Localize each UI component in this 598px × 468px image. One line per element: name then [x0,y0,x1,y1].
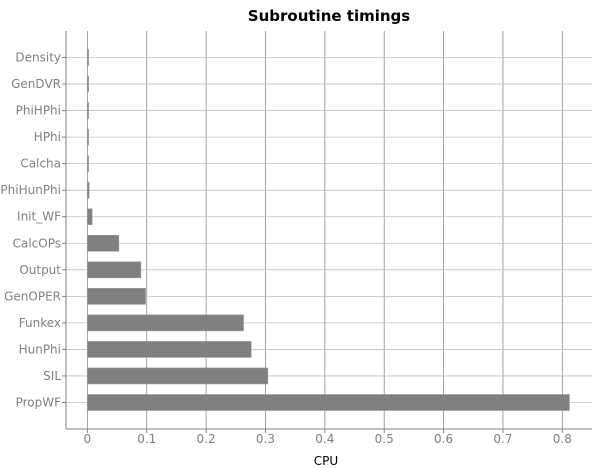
y-tick-label: GenOPER [4,289,61,303]
bar-funkex [87,314,244,332]
bar-density [87,49,89,66]
y-tick-label: Calcha [20,157,61,171]
bar-gendvr [87,75,89,93]
x-tick-label: 0 [84,432,92,446]
y-tick-label: Output [19,263,61,277]
chart-title: Subroutine timings [248,7,410,25]
x-tick-label: 0.1 [137,432,156,446]
bar-phihunphi [87,181,90,199]
x-axis-label: CPU [314,454,338,468]
bar-init-wf [87,208,93,226]
x-tick-label: 0.4 [315,432,334,446]
bar-calcha [87,155,89,172]
x-tick-label: 0.6 [434,432,453,446]
x-tick-label: 0.2 [197,432,216,446]
y-tick-label: CalcOPs [13,236,61,250]
bar-output [87,261,142,279]
bar-genoper [87,288,146,305]
y-tick-labels: Density GenDVR PhiHPhi HPhi Calcha PhiHunPhi I… [0,51,61,410]
x-tick-label: 0.3 [256,432,275,446]
y-tick-label: GenDVR [11,77,61,91]
x-tick-labels: 0 0.1 0.2 0.3 0.4 0.5 0.6 0.7 0.8 [84,432,572,446]
y-tick-label: Funkex [19,316,61,330]
y-tick-label: HPhi [34,130,61,144]
y-tick-label: PhiHPhi [16,104,61,118]
bar-calcops [87,234,120,252]
bar-hphi [87,128,89,146]
y-tick-label: PhiHunPhi [0,183,61,197]
bar-sil [87,367,269,385]
y-tick-label: Init_WF [17,210,61,224]
x-tick-label: 0.7 [493,432,512,446]
x-tick-label: 0.5 [375,432,394,446]
y-tick-label: Density [15,51,61,65]
bar-phihphi [87,102,89,119]
bar-hunphi [87,341,252,358]
y-tick-label: PropWF [16,396,62,410]
y-tick-label: HunPhi [19,342,61,356]
y-tick-label: SIL [43,369,61,383]
bar-propwf [87,394,570,411]
axes [65,31,592,430]
x-tick-label: 0.8 [553,432,572,446]
bars [87,49,570,411]
